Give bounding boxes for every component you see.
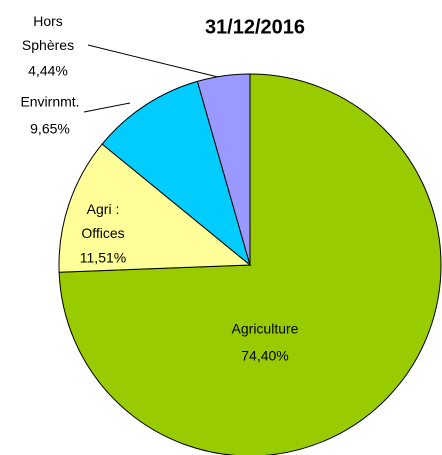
pie-slice	[58, 143, 252, 273]
value-label: 74,40%	[241, 348, 288, 364]
pie-slice	[101, 80, 251, 267]
category-label: Agri : Offices	[81, 201, 124, 241]
leader-line	[83, 102, 131, 113]
label-line: Hors	[33, 13, 63, 29]
slices	[58, 73, 442, 455]
category-label: Envirnmt.	[20, 94, 79, 110]
chart-title: 31/12/2016	[205, 16, 305, 38]
value-label: 9,65%	[30, 121, 70, 137]
pie-slice	[196, 73, 251, 266]
category-label: Agriculture	[232, 321, 299, 337]
category-label: Hors Sphères	[22, 13, 74, 53]
label-line: Offices	[81, 225, 124, 241]
label-line: Sphères	[22, 37, 74, 53]
label-line: Agri :	[87, 201, 120, 217]
value-label: 11,51%	[80, 250, 126, 266]
value-label: 4,44%	[28, 63, 68, 79]
leader-line	[87, 44, 223, 79]
